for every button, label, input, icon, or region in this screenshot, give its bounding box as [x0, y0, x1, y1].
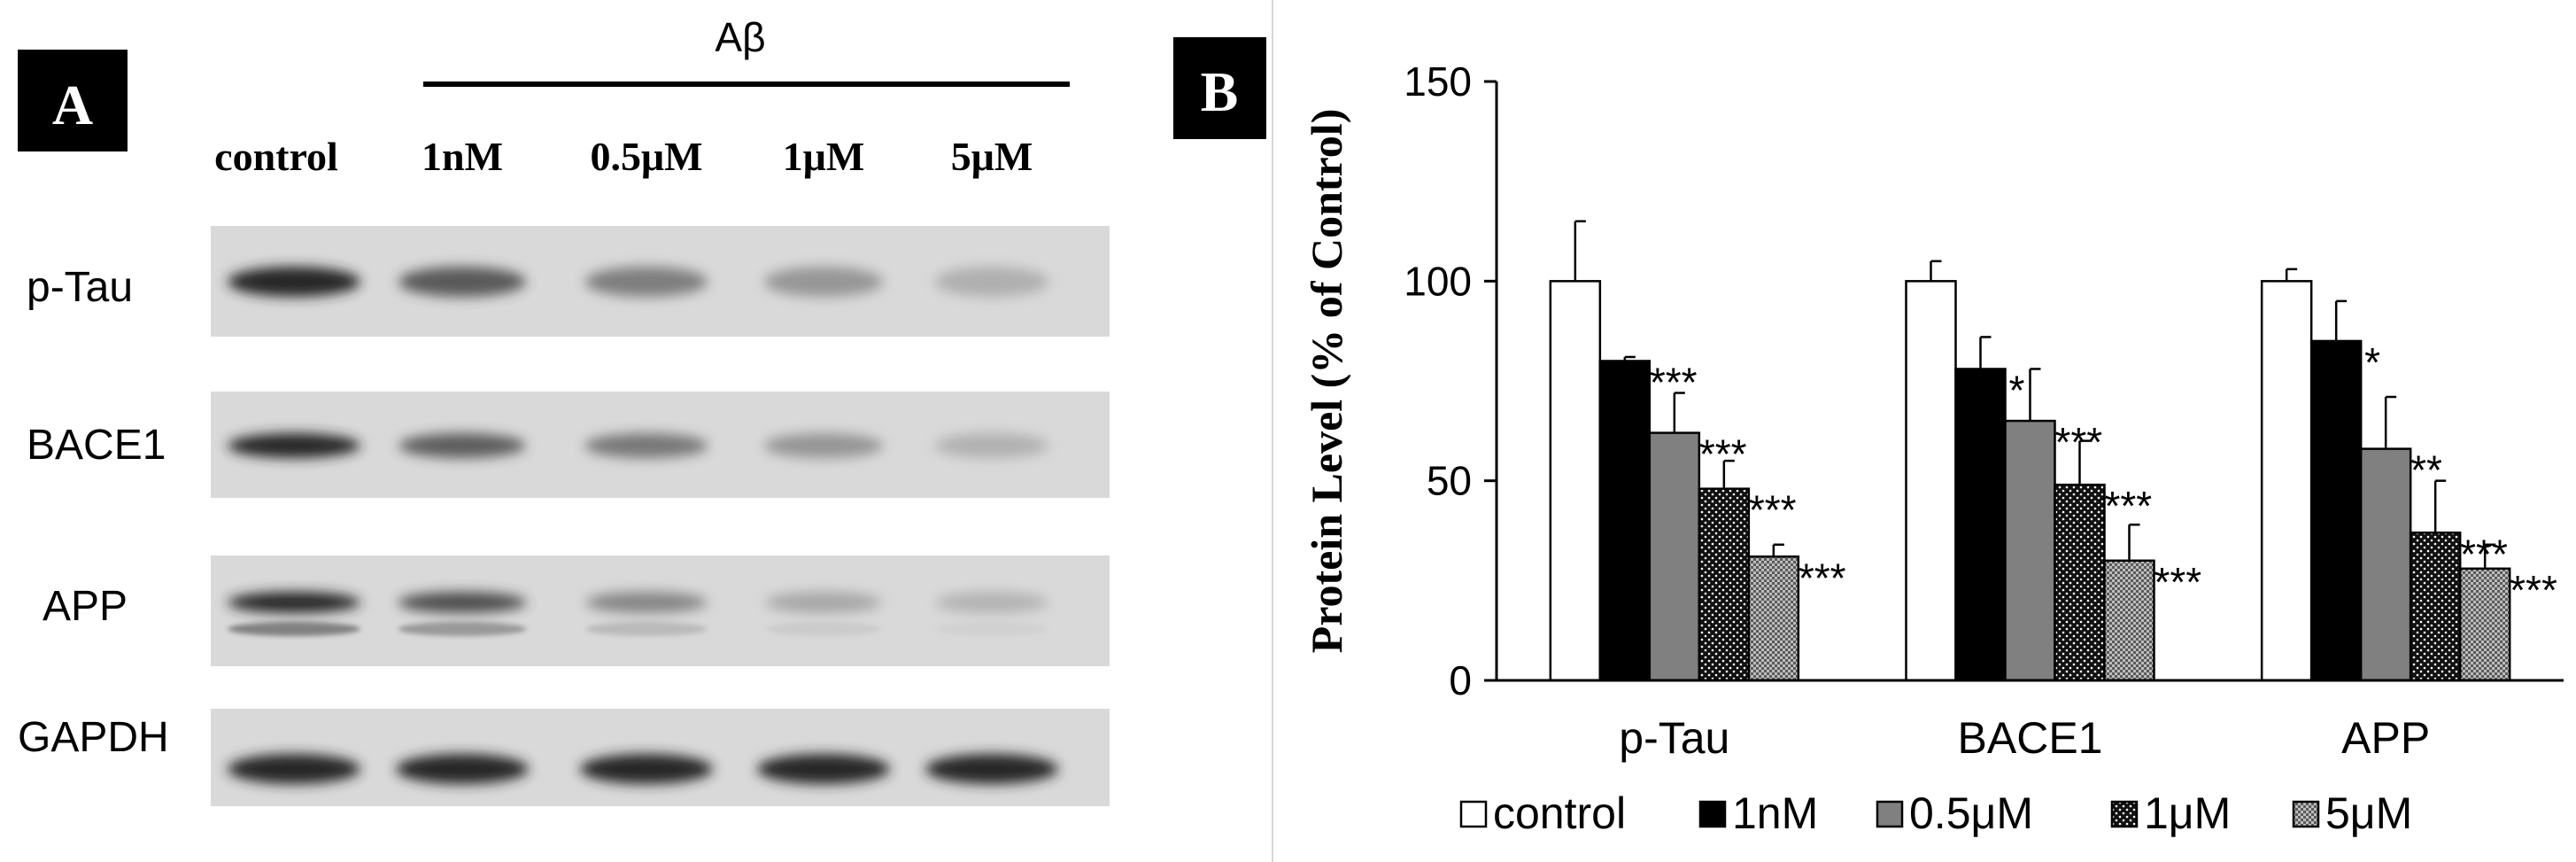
legend-label-0-5um: 0.5μM	[1909, 788, 2033, 838]
legend-swatch-5um	[2292, 800, 2320, 828]
blot-row-label-gapdh: GAPDH	[18, 714, 169, 761]
blot-lower-band-0-5um	[585, 622, 708, 636]
bar-p-tau-5um	[1747, 555, 1800, 682]
blot-row-label-bace1: BACE1	[27, 422, 166, 469]
bar-bace1-control	[1905, 280, 1957, 682]
blot-band-bace1-control	[228, 433, 360, 458]
bar-p-tau-1nm	[1598, 360, 1652, 682]
blot-rows: p-Tau BACE1 APP GAPDH	[18, 226, 1110, 806]
panel-b-label-box	[1173, 37, 1266, 139]
blot-band-p-tau-control	[228, 267, 360, 297]
blot-lower-band-5um	[934, 622, 1049, 636]
bar-app-5um	[2458, 567, 2511, 682]
y-tick-label-50: 50	[1427, 458, 1472, 504]
bar-app-1nm	[2309, 339, 2363, 682]
legend-label-control: control	[1493, 788, 1626, 838]
blot-lower-band-control	[228, 622, 360, 636]
blot-band-gapdh-1nm	[396, 754, 529, 784]
bar-bace1-0-5um	[2004, 419, 2056, 682]
y-axis-label: Protein Level (% of Control)	[1302, 109, 1351, 654]
treatment-label: Aβ	[715, 14, 765, 60]
bar-bace1-5um	[2103, 559, 2155, 682]
blot-band-bace1-1nm	[398, 433, 526, 458]
x-tick-label-bace1: BACE1	[1958, 713, 2103, 763]
blot-band-p-tau-0-5um	[584, 267, 708, 297]
blot-row-app: APP	[43, 555, 1110, 666]
blot-row-bace1: BACE1	[27, 392, 1110, 498]
bars: *******************************	[1549, 220, 2557, 682]
x-axis: p-Tau BACE1 APP	[1497, 679, 2564, 763]
blot-band-p-tau-5um	[934, 267, 1049, 297]
bar-app-control	[2260, 280, 2313, 682]
blot-row-p-tau: p-Tau	[27, 226, 1110, 337]
blot-band-p-tau-1nm	[398, 267, 526, 297]
significance-app-1nm: *	[2364, 339, 2380, 385]
significance-bace1-1nm: *	[2009, 367, 2025, 413]
blot-band-gapdh-0-5um	[580, 754, 713, 784]
legend-label-1nm: 1nM	[1732, 788, 1818, 838]
blot-band-app-5um	[934, 592, 1049, 613]
significance-p-tau-5um: ***	[1799, 555, 1846, 601]
blot-row-label-p-tau: p-Tau	[27, 264, 133, 311]
blot-lower-band-1nm	[398, 622, 527, 636]
blot-row-label-app: APP	[43, 583, 128, 630]
significance-p-tau-1um: ***	[1749, 487, 1797, 533]
lane-labels: control 1nM 0.5μM 1μM 5μM	[214, 134, 1033, 179]
lane-label-control: control	[214, 134, 338, 179]
significance-app-5um: ***	[2510, 567, 2557, 613]
panel-a-label-box	[18, 50, 128, 151]
legend-swatch-1nm	[1698, 800, 1727, 828]
panel-b-label: B	[1201, 60, 1239, 123]
lane-label-1um: 1μM	[783, 134, 865, 179]
blot-band-gapdh-5um	[925, 754, 1058, 784]
lane-label-1nm: 1nM	[422, 134, 503, 179]
legend-swatch-control	[1459, 800, 1488, 828]
bar-bace1-1um	[2054, 483, 2106, 682]
lane-label-0-5um: 0.5μM	[591, 134, 703, 179]
y-axis: 0 50 100 150	[1404, 58, 1498, 703]
bar-p-tau-1um	[1698, 487, 1751, 682]
blot-band-app-1um	[765, 592, 882, 613]
y-tick-label-0: 0	[1449, 657, 1472, 703]
blot-band-bace1-5um	[934, 433, 1049, 458]
bar-app-1um	[2409, 532, 2462, 682]
legend: control 1nM 0.5μM 1μM 5μM	[1459, 788, 2412, 838]
y-tick-label-100: 100	[1404, 258, 1472, 304]
blot-band-gapdh-1um	[757, 754, 890, 784]
blot-band-app-1nm	[398, 592, 527, 613]
significance-bace1-5um: ***	[2154, 559, 2202, 605]
legend-label-1um: 1μM	[2144, 788, 2231, 838]
blot-band-bace1-0-5um	[584, 433, 708, 458]
legend-label-5um: 5μM	[2325, 788, 2412, 838]
blot-lower-band-1um	[765, 622, 882, 636]
y-tick-label-150: 150	[1404, 58, 1472, 105]
blot-row-gapdh: GAPDH	[18, 709, 1110, 806]
panel-a: A Aβ control 1nM 0.5μM 1μM 5μM p-Tau BACE1 APP…	[18, 14, 1110, 806]
panel-b: B Protein Level (% of Control) 0 50 100 150…	[1173, 37, 2564, 838]
bar-p-tau-control	[1549, 280, 1602, 682]
significance-app-0-5um: **	[2410, 447, 2442, 493]
bar-p-tau-0-5um	[1648, 431, 1701, 682]
blot-band-gapdh-control	[228, 754, 360, 784]
x-tick-label-app: APP	[2341, 713, 2430, 763]
bar-bace1-1nm	[1954, 368, 2007, 682]
bar-app-0-5um	[2359, 447, 2412, 682]
blot-band-app-control	[228, 592, 360, 613]
lane-label-5um: 5μM	[951, 134, 1033, 179]
panel-a-label: A	[52, 74, 93, 136]
blot-band-bace1-1um	[763, 433, 884, 458]
blot-band-p-tau-1um	[763, 267, 884, 297]
legend-swatch-1um	[2110, 800, 2139, 828]
significance-bace1-1um: ***	[2105, 483, 2153, 529]
blot-band-app-0-5um	[585, 592, 708, 613]
x-tick-label-p-tau: p-Tau	[1619, 713, 1729, 763]
legend-swatch-0-5um	[1876, 800, 1904, 828]
